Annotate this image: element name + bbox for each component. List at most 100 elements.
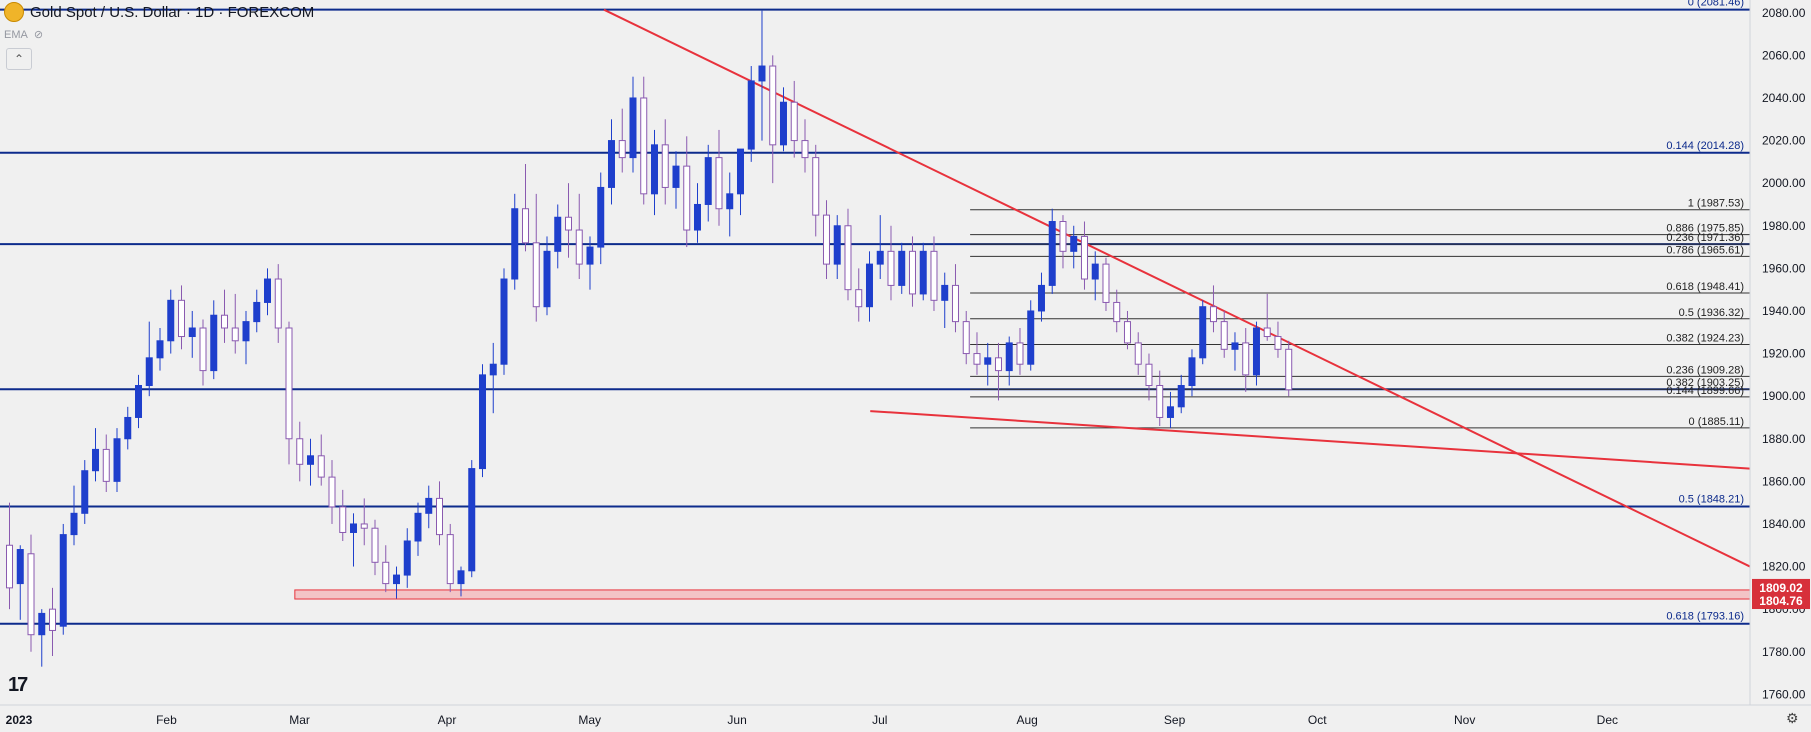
candle-body[interactable] bbox=[801, 140, 809, 159]
candle-body[interactable] bbox=[27, 553, 35, 636]
price-axis-tick[interactable]: 1760.00 bbox=[1762, 687, 1806, 701]
candle-body[interactable] bbox=[586, 246, 594, 265]
candle-body[interactable] bbox=[360, 523, 368, 529]
candle-body[interactable] bbox=[113, 438, 121, 482]
price-axis-tick[interactable]: 2000.00 bbox=[1762, 176, 1806, 190]
candle-body[interactable] bbox=[1080, 235, 1088, 280]
candle-body[interactable] bbox=[371, 527, 379, 563]
candle-body[interactable] bbox=[102, 448, 110, 482]
candle-body[interactable] bbox=[6, 544, 14, 589]
candle-body[interactable] bbox=[1231, 342, 1239, 350]
candle-body[interactable] bbox=[554, 216, 562, 252]
candle-body[interactable] bbox=[575, 229, 583, 265]
price-tag[interactable] bbox=[1752, 592, 1810, 610]
candle-body[interactable] bbox=[1027, 310, 1035, 365]
candle-body[interactable] bbox=[124, 416, 132, 440]
price-axis-tick[interactable]: 1940.00 bbox=[1762, 304, 1806, 318]
candle-body[interactable] bbox=[1199, 306, 1207, 359]
price-axis-tick[interactable]: 1840.00 bbox=[1762, 517, 1806, 531]
candle-body[interactable] bbox=[844, 225, 852, 291]
candle-body[interactable] bbox=[618, 140, 626, 159]
candle-body[interactable] bbox=[59, 534, 67, 627]
time-axis-tick[interactable]: Dec bbox=[1597, 713, 1618, 727]
candle-body[interactable] bbox=[468, 468, 476, 572]
candle-body[interactable] bbox=[790, 101, 798, 142]
candle-body[interactable] bbox=[178, 299, 186, 338]
candle-body[interactable] bbox=[1134, 342, 1142, 365]
support-zone[interactable] bbox=[294, 589, 1751, 600]
candle-body[interactable] bbox=[1005, 342, 1013, 372]
candle-body[interactable] bbox=[167, 299, 175, 342]
chart-title[interactable]: Gold Spot / U.S. Dollar · 1D · FOREXCOM bbox=[30, 3, 315, 21]
time-axis-tick[interactable]: 2023 bbox=[6, 713, 33, 727]
candle-body[interactable] bbox=[1123, 321, 1131, 344]
candle-body[interactable] bbox=[726, 193, 734, 210]
candle-body[interactable] bbox=[38, 612, 46, 636]
candle-body[interactable] bbox=[49, 608, 57, 631]
price-axis-tick[interactable]: 1860.00 bbox=[1762, 474, 1806, 488]
candle-body[interactable] bbox=[285, 327, 293, 440]
candle-body[interactable] bbox=[274, 278, 282, 329]
candle-body[interactable] bbox=[403, 540, 411, 576]
time-axis-tick[interactable]: Nov bbox=[1454, 713, 1475, 727]
tradingview-logo-icon[interactable]: 17 bbox=[8, 674, 28, 696]
settings-gear-icon[interactable]: ⚙ bbox=[1786, 710, 1799, 726]
candle-body[interactable] bbox=[264, 278, 272, 303]
candle-body[interactable] bbox=[812, 157, 820, 216]
candle-body[interactable] bbox=[951, 284, 959, 323]
indicator-label[interactable]: EMA bbox=[4, 28, 28, 41]
candle-body[interactable] bbox=[683, 165, 691, 231]
candle-body[interactable] bbox=[629, 97, 637, 159]
candle-body[interactable] bbox=[1242, 342, 1250, 376]
candle-body[interactable] bbox=[769, 65, 777, 146]
candle-body[interactable] bbox=[779, 101, 787, 146]
candle-body[interactable] bbox=[543, 250, 551, 308]
candle-body[interactable] bbox=[16, 549, 24, 585]
candle-body[interactable] bbox=[511, 208, 519, 280]
eye-hidden-icon[interactable]: ⊘ bbox=[33, 29, 44, 41]
candle-body[interactable] bbox=[661, 144, 669, 188]
candle-body[interactable] bbox=[898, 250, 906, 286]
candle-body[interactable] bbox=[156, 340, 164, 359]
candle-body[interactable] bbox=[1059, 221, 1067, 252]
candle-body[interactable] bbox=[145, 357, 153, 387]
candle-body[interactable] bbox=[435, 497, 443, 536]
candle-body[interactable] bbox=[188, 327, 196, 338]
candle-body[interactable] bbox=[736, 148, 744, 195]
price-axis-tick[interactable]: 1880.00 bbox=[1762, 432, 1806, 446]
candle-body[interactable] bbox=[1145, 363, 1153, 387]
candle-body[interactable] bbox=[135, 385, 143, 418]
candle-body[interactable] bbox=[1016, 342, 1024, 365]
candle-body[interactable] bbox=[489, 363, 497, 376]
candle-body[interactable] bbox=[199, 327, 207, 372]
candle-body[interactable] bbox=[672, 165, 680, 188]
candle-body[interactable] bbox=[715, 157, 723, 210]
candle-body[interactable] bbox=[1274, 336, 1282, 350]
candle-body[interactable] bbox=[941, 284, 949, 301]
candle-body[interactable] bbox=[1048, 221, 1056, 286]
price-axis-tick[interactable]: 1900.00 bbox=[1762, 389, 1806, 403]
candle-body[interactable] bbox=[242, 321, 250, 342]
candle-body[interactable] bbox=[887, 250, 895, 286]
candle-body[interactable] bbox=[382, 561, 390, 585]
candle-body[interactable] bbox=[1220, 321, 1228, 350]
price-axis-tick[interactable]: 2020.00 bbox=[1762, 134, 1806, 148]
price-axis-tick[interactable]: 2060.00 bbox=[1762, 48, 1806, 62]
candle-body[interactable] bbox=[1113, 301, 1121, 323]
candle-body[interactable] bbox=[221, 314, 229, 329]
candle-body[interactable] bbox=[231, 327, 239, 342]
candle-body[interactable] bbox=[1070, 235, 1078, 252]
candle-body[interactable] bbox=[1102, 263, 1110, 303]
candle-body[interactable] bbox=[1156, 385, 1164, 418]
candle-body[interactable] bbox=[747, 80, 755, 150]
time-axis-tick[interactable]: Sep bbox=[1164, 713, 1186, 727]
price-tag[interactable] bbox=[1752, 578, 1810, 596]
candle-body[interactable] bbox=[425, 497, 433, 514]
time-axis-tick[interactable]: Jul bbox=[872, 713, 887, 727]
candle-body[interactable] bbox=[855, 289, 863, 308]
candle-body[interactable] bbox=[500, 278, 508, 365]
candle-body[interactable] bbox=[908, 250, 916, 295]
candle-body[interactable] bbox=[597, 186, 605, 248]
candle-body[interactable] bbox=[693, 203, 701, 231]
